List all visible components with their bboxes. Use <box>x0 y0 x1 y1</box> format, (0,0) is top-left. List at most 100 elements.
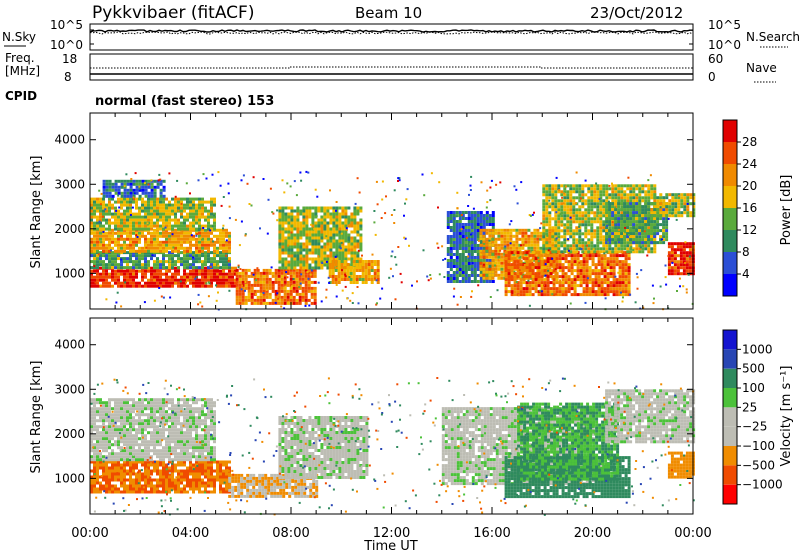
data-cell <box>612 275 616 279</box>
data-cell <box>147 215 150 219</box>
data-cell <box>513 272 517 276</box>
data-cell <box>682 248 686 252</box>
data-cell <box>204 234 207 238</box>
data-cell <box>280 280 284 284</box>
data-cell <box>93 237 96 241</box>
scatter-point <box>397 246 400 248</box>
scatter-point <box>252 273 255 276</box>
data-cell <box>527 246 531 250</box>
data-cell <box>677 196 681 200</box>
data-cell <box>500 237 504 241</box>
data-cell <box>253 280 257 284</box>
data-cell <box>123 185 127 189</box>
data-cell <box>482 214 486 217</box>
data-cell <box>114 260 117 264</box>
data-cell <box>304 298 308 302</box>
data-cell <box>238 301 242 305</box>
data-cell <box>626 199 630 203</box>
data-cell <box>332 221 336 225</box>
data-cell <box>99 246 102 250</box>
data-cell <box>347 221 351 225</box>
data-cell <box>278 239 282 243</box>
data-cell <box>138 182 142 186</box>
data-cell <box>120 284 123 288</box>
data-cell <box>464 271 468 274</box>
data-cell <box>579 266 583 270</box>
data-cell <box>653 220 657 224</box>
data-cell <box>141 266 144 270</box>
data-cell <box>554 234 558 238</box>
data-cell <box>192 209 195 213</box>
data-cell <box>537 278 541 282</box>
data-cell <box>174 209 177 213</box>
data-cell <box>476 253 480 256</box>
data-cell <box>93 203 96 207</box>
data-cell <box>144 224 147 228</box>
data-cell <box>156 227 159 231</box>
data-cell <box>174 263 177 267</box>
data-cell <box>337 272 341 275</box>
data-cell <box>159 206 162 210</box>
data-cell <box>111 263 114 267</box>
data-cell <box>189 246 192 250</box>
data-cell <box>670 245 674 249</box>
data-cell <box>470 232 474 235</box>
data-cell <box>207 234 210 238</box>
data-cell <box>308 251 312 255</box>
data-cell <box>96 281 99 285</box>
data-cell <box>467 232 471 235</box>
data-cell <box>302 230 306 234</box>
data-cell <box>253 268 257 272</box>
data-cell <box>552 293 556 297</box>
data-cell <box>455 226 459 229</box>
data-cell <box>531 269 535 273</box>
data-cell <box>593 199 597 203</box>
data-cell <box>277 277 281 281</box>
data-cell <box>120 179 124 183</box>
data-cell <box>552 269 556 273</box>
data-cell <box>500 255 504 259</box>
data-cell <box>488 217 492 220</box>
data-cell <box>653 250 657 254</box>
data-cell <box>641 205 645 209</box>
data-cell <box>507 266 511 270</box>
data-cell <box>241 295 245 299</box>
data-cell <box>105 179 109 183</box>
data-cell <box>567 266 571 270</box>
data-cell <box>632 187 636 191</box>
data-cell <box>343 260 347 263</box>
data-cell <box>632 226 636 230</box>
data-cell <box>606 281 610 285</box>
data-cell <box>344 215 348 219</box>
data-cell <box>524 276 528 280</box>
data-cell <box>367 266 371 269</box>
data-cell <box>506 240 510 244</box>
data-cell <box>549 257 553 261</box>
data-cell <box>341 242 345 246</box>
data-cell <box>356 224 360 228</box>
data-cell <box>259 295 263 299</box>
data-cell <box>338 254 342 258</box>
data-cell <box>144 221 147 225</box>
data-cell <box>653 202 657 206</box>
data-cell <box>560 199 564 203</box>
data-cell <box>573 257 577 261</box>
data-cell <box>210 240 213 244</box>
data-cell <box>476 250 480 253</box>
data-cell <box>533 240 537 244</box>
data-cell <box>287 230 291 234</box>
data-cell <box>207 215 210 219</box>
data-cell <box>147 260 150 264</box>
data-cell <box>93 263 96 267</box>
data-cell <box>153 254 156 258</box>
data-cell <box>587 199 591 203</box>
data-cell <box>635 205 639 209</box>
data-cell <box>219 260 222 264</box>
data-cell <box>624 266 628 270</box>
data-cell <box>102 243 105 247</box>
data-cell <box>513 275 517 279</box>
data-cell <box>96 278 99 282</box>
data-cell <box>485 273 489 277</box>
data-cell <box>510 284 514 288</box>
data-cell <box>593 229 597 233</box>
